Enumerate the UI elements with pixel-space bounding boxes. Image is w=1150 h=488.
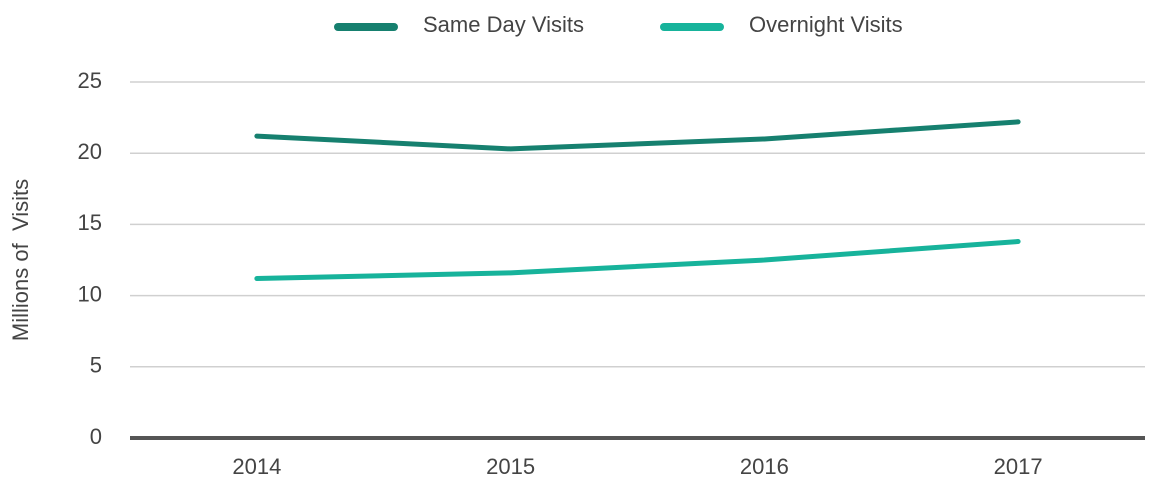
y-tick-label: 0 [90, 424, 102, 449]
x-tick-label: 2015 [486, 454, 535, 479]
series-line [254, 119, 1021, 152]
y-tick-label: 15 [78, 210, 102, 235]
y-axis-label: Millions of Visits [8, 179, 33, 341]
x-tick-label: 2016 [740, 454, 789, 479]
y-tick-label: 25 [78, 68, 102, 93]
x-tick-label: 2017 [994, 454, 1043, 479]
series-line [254, 238, 1021, 282]
y-tick-label: 20 [78, 139, 102, 164]
y-tick-label: 5 [90, 353, 102, 378]
x-tick-label: 2014 [232, 454, 281, 479]
legend-label: Same Day Visits [423, 12, 584, 37]
y-tick-label: 10 [78, 281, 102, 306]
legend-label: Overnight Visits [749, 12, 903, 37]
